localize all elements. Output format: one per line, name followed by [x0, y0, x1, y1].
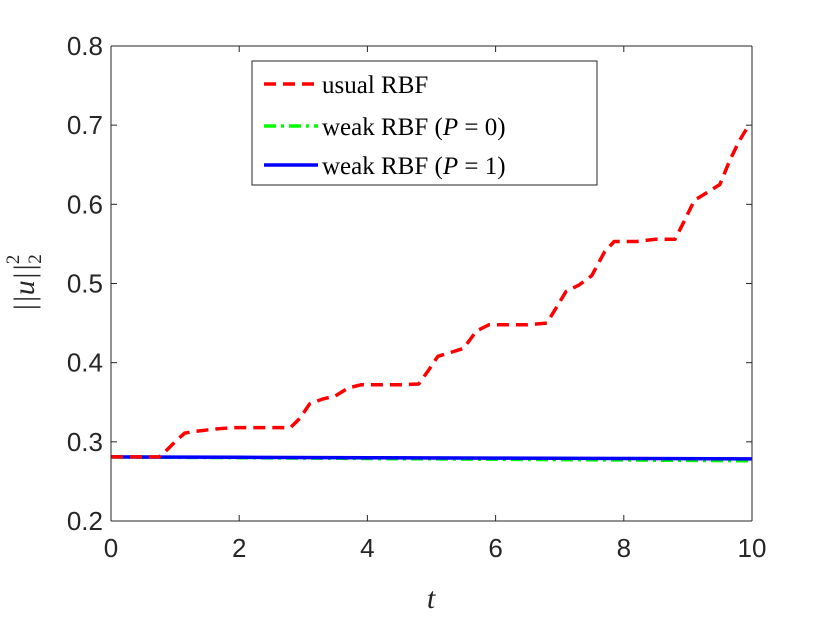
y-axis-label: ||u||22: [3, 254, 46, 312]
legend: usual RBF weak RBF (P = 0) weak RBF (P =…: [251, 60, 598, 186]
x-tick-label: 4: [360, 533, 374, 563]
y-tick-label: 0.8: [67, 31, 103, 61]
ticks-layer: 0 2 4 6 8 10 0.2 0.3 0.4 0.5 0.6 0.7 0.8: [67, 31, 767, 563]
y-tick-label: 0.7: [67, 110, 103, 140]
series-weak-rbf-p1-line: [110, 455, 753, 461]
legend-label-usual-rbf: usual RBF: [322, 72, 428, 99]
y-axis-label-superscript: 2: [3, 255, 24, 265]
x-axis-label: t: [427, 582, 436, 615]
x-tick-label: 8: [617, 533, 631, 563]
y-tick-label: 0.6: [67, 189, 103, 219]
legend-label-weak-rbf-p0: weak RBF (P = 0): [322, 114, 506, 141]
y-tick-label: 0.4: [67, 348, 103, 378]
series-usual-rbf-line: [111, 124, 751, 459]
legend-label-weak-rbf-p1: weak RBF (P = 1): [322, 153, 506, 180]
x-tick-label: 10: [738, 533, 767, 563]
svg-text:||u||22: ||u||22: [3, 254, 46, 312]
y-axis-label-main: ||u||: [8, 264, 41, 312]
y-tick-label: 0.5: [67, 269, 103, 299]
y-tick-label: 0.2: [67, 506, 103, 536]
x-tick-label: 6: [488, 533, 502, 563]
y-tick-label: 0.3: [67, 427, 103, 457]
y-axis-label-subscript: 2: [25, 254, 46, 264]
series-layer: [110, 124, 753, 463]
x-tick-label: 2: [232, 533, 246, 563]
x-tick-label: 0: [104, 533, 118, 563]
